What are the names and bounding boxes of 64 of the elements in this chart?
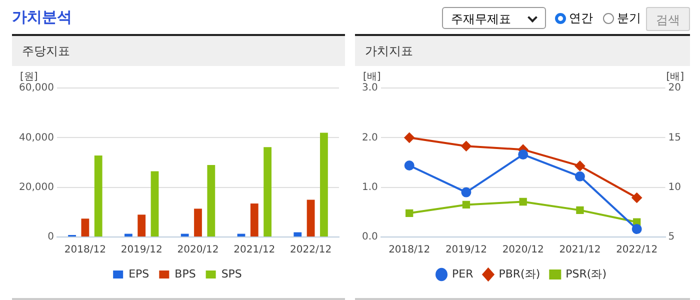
- point: [574, 171, 585, 182]
- point: [576, 206, 584, 214]
- y-tick-label: 0: [48, 232, 54, 243]
- y2-tick-label: 10: [668, 182, 682, 193]
- y-tick-label: 40,000: [18, 132, 54, 144]
- x-tick-label: 2022/12: [290, 244, 332, 256]
- chart-title: 주당지표: [12, 36, 345, 66]
- x-tick-label: 2019/12: [445, 244, 487, 256]
- bar: [250, 203, 258, 236]
- bar: [150, 171, 159, 236]
- y-tick-label: 3.0: [362, 82, 378, 94]
- y2-tick-label: 15: [668, 132, 682, 144]
- x-tick-label: 2018/12: [388, 244, 430, 256]
- text: 가치분석: [12, 8, 72, 27]
- bar: [180, 234, 189, 236]
- legend-label: SPS: [221, 267, 242, 280]
- bar: [207, 164, 216, 236]
- legend-label: BPS: [174, 267, 196, 280]
- point: [461, 187, 472, 198]
- legend-label: EPS: [128, 267, 150, 280]
- x-tick-label: 2021/12: [234, 244, 276, 256]
- point: [518, 150, 528, 160]
- y-axis-title: [원]: [20, 72, 38, 83]
- y2-tick-label: 5: [668, 232, 675, 243]
- bar: [94, 156, 102, 236]
- bar: [138, 214, 146, 236]
- y-tick-label: 0.0: [362, 232, 378, 243]
- text: 분기: [617, 10, 641, 27]
- x-tick-label: 2020/12: [177, 244, 219, 256]
- y-tick-label: 2.0: [362, 132, 378, 144]
- point: [574, 160, 585, 171]
- x-tick-label: 2018/12: [64, 244, 106, 256]
- y-tick-label: 60,000: [18, 82, 54, 94]
- bar: [194, 208, 202, 236]
- point: [462, 200, 470, 209]
- point: [461, 141, 472, 152]
- point: [632, 224, 642, 234]
- bar: [124, 234, 132, 236]
- search-button: 검색: [646, 7, 690, 31]
- y-axis-title: [배]: [363, 72, 381, 83]
- point: [632, 192, 642, 203]
- x-tick-label: 2020/12: [502, 244, 544, 256]
- y2-axis-title: [배]: [666, 72, 684, 83]
- point: [404, 160, 414, 170]
- text: 연간: [569, 10, 593, 27]
- x-tick-label: 2021/12: [559, 244, 601, 256]
- legend-label: PSR(좌): [566, 267, 606, 280]
- point: [406, 209, 414, 217]
- bar: [264, 147, 272, 236]
- bar: [294, 232, 302, 236]
- x-tick-label: 2022/12: [616, 244, 658, 256]
- bar: [320, 132, 328, 236]
- chart-title: 가치지표: [355, 36, 690, 66]
- legend-label: PBR(좌): [498, 267, 540, 280]
- point: [519, 198, 527, 206]
- legend-label: PER: [452, 267, 474, 280]
- point: [404, 132, 414, 143]
- bar: [81, 218, 90, 236]
- y2-tick-label: 20: [668, 82, 682, 94]
- y-tick-label: 20,000: [18, 182, 54, 193]
- bar: [306, 200, 315, 236]
- y-tick-label: 1.0: [362, 182, 378, 193]
- x-tick-label: 2019/12: [120, 244, 162, 256]
- dropdown-select: 주재무제표: [442, 7, 546, 29]
